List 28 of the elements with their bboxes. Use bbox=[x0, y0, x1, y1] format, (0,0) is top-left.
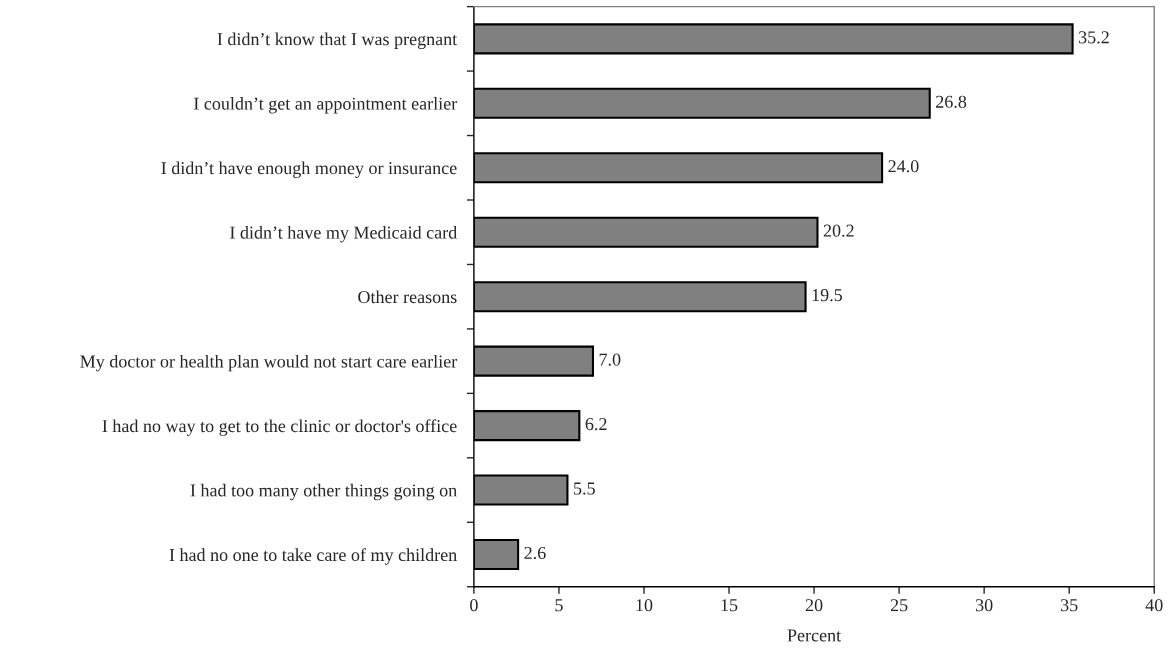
data-label: 24.0 bbox=[888, 160, 919, 173]
y-tick-label: My doctor or health plan would not start care earlier bbox=[80, 354, 458, 372]
x-tick-label: 5 bbox=[555, 599, 563, 612]
data-label: 7.0 bbox=[599, 353, 621, 366]
y-tick-label: I couldn’t get an appointment earlier bbox=[193, 97, 458, 114]
data-label: 19.5 bbox=[812, 289, 843, 302]
x-tick-label: 40 bbox=[1145, 599, 1163, 612]
data-label: 5.5 bbox=[574, 482, 595, 495]
data-label: 6.2 bbox=[585, 417, 607, 431]
x-tick-label: 25 bbox=[890, 599, 908, 612]
x-tick-label: 20 bbox=[805, 599, 823, 612]
x-tick-label: 35 bbox=[1061, 599, 1078, 612]
y-tick-label: I had no way to get to the clinic or doctor's office bbox=[102, 419, 457, 436]
x-tick-label: 10 bbox=[636, 599, 653, 612]
y-tick-label: I didn’t have my Medicaid card bbox=[230, 225, 457, 243]
data-label: 35.2 bbox=[1079, 31, 1109, 44]
y-tick-label: I didn’t have enough money or insurance bbox=[161, 161, 457, 178]
y-tick-label: Other reasons bbox=[358, 290, 457, 304]
data-label: 20.2 bbox=[823, 224, 854, 237]
y-tick-label: I had too many other things going on bbox=[190, 483, 457, 501]
x-tick-label: 30 bbox=[975, 599, 993, 612]
x-tick-label: 15 bbox=[721, 599, 738, 612]
data-label: 26.8 bbox=[936, 95, 967, 108]
y-tick-label: I didn’t know that I was pregnant bbox=[217, 32, 458, 50]
y-tick-label: I had no one to take care of my children bbox=[169, 548, 457, 565]
x-axis-title: Percent bbox=[787, 629, 842, 642]
data-label: 2.6 bbox=[524, 546, 546, 560]
x-tick-label: 0 bbox=[470, 599, 478, 612]
